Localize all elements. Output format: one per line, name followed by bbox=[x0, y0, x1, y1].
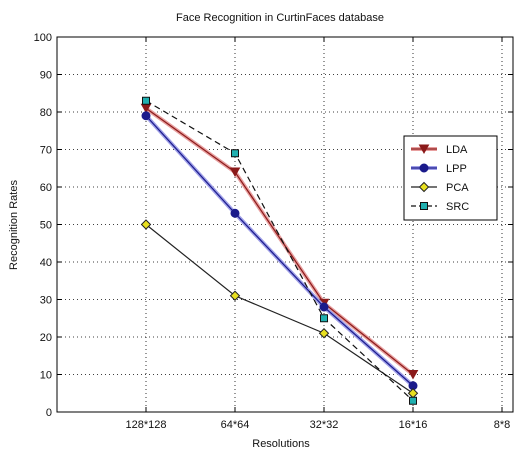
data-point-lpp bbox=[230, 208, 240, 218]
x-tick-label: 128*128 bbox=[126, 419, 167, 431]
series-pca bbox=[140, 219, 419, 399]
series-lpp bbox=[141, 111, 418, 391]
data-point-pca bbox=[318, 328, 330, 339]
series-src bbox=[142, 96, 417, 405]
legend-marker bbox=[420, 202, 428, 210]
axis-ticks: 0 10 20 30 40 50 60 70 80 90 100 128*128 64*64 32*32 1… bbox=[34, 32, 513, 431]
y-tick-label: 50 bbox=[40, 220, 52, 232]
y-tick-label: 10 bbox=[40, 370, 52, 382]
legend-label: SRC bbox=[446, 201, 469, 213]
x-tick-label: 64*64 bbox=[221, 419, 250, 431]
legend-marker bbox=[419, 163, 429, 173]
y-tick-label: 30 bbox=[40, 295, 52, 307]
data-point-src bbox=[409, 396, 417, 405]
legend-label: LDA bbox=[446, 144, 468, 156]
x-tick-label: 8*8 bbox=[494, 419, 511, 431]
y-tick-label: 60 bbox=[40, 182, 52, 194]
series-glow-lda bbox=[144, 106, 415, 377]
legend-marker bbox=[418, 144, 430, 155]
y-tick-label: 40 bbox=[40, 257, 52, 269]
x-axis-label: Resolutions bbox=[252, 438, 310, 450]
data-point-src bbox=[231, 149, 239, 158]
y-tick-label: 80 bbox=[40, 107, 52, 119]
data-point-pca bbox=[407, 388, 419, 399]
series-line-src bbox=[145, 100, 414, 402]
data-point-lpp bbox=[319, 302, 329, 312]
data-point-pca bbox=[140, 219, 152, 230]
y-axis-label: Recognition Rates bbox=[8, 180, 20, 270]
x-tick-label: 16*16 bbox=[399, 419, 428, 431]
series-line-lpp bbox=[145, 115, 414, 387]
data-point-lpp bbox=[141, 111, 151, 121]
legend: LDA LPP PCA SRC bbox=[403, 135, 498, 221]
y-tick-label: 100 bbox=[34, 32, 52, 44]
data-point-src bbox=[320, 314, 328, 323]
y-tick-label: 90 bbox=[40, 70, 52, 82]
series-lda bbox=[140, 103, 419, 380]
series-line-pca bbox=[145, 224, 414, 394]
series-line-lda bbox=[145, 107, 414, 375]
x-tick-label: 32*32 bbox=[310, 419, 339, 431]
chart-title: Face Recognition in CurtinFaces database bbox=[176, 12, 384, 24]
data-point-src bbox=[142, 96, 150, 105]
data-point-pca bbox=[229, 290, 241, 301]
data-point-lda bbox=[229, 167, 241, 178]
y-tick-label: 70 bbox=[40, 145, 52, 157]
data-point-lda bbox=[407, 370, 419, 380]
gridlines bbox=[57, 37, 513, 412]
y-tick-label: 20 bbox=[40, 332, 52, 344]
series-glow-lpp bbox=[144, 114, 415, 388]
y-tick-label: 0 bbox=[46, 407, 52, 419]
legend-marker bbox=[418, 181, 430, 193]
legend-label: LPP bbox=[446, 163, 467, 175]
series-group bbox=[140, 96, 419, 405]
legend-label: PCA bbox=[446, 182, 469, 194]
